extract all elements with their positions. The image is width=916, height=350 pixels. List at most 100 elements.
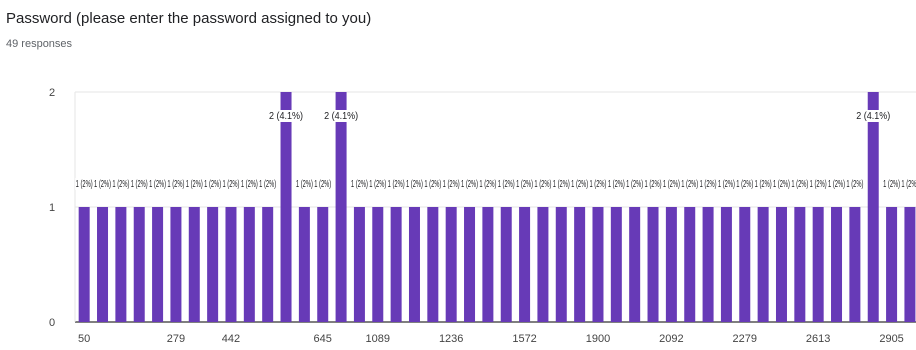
x-tick-label: 1900 bbox=[586, 333, 610, 345]
bar[interactable] bbox=[207, 207, 219, 322]
data-label: 1 (2%) bbox=[680, 178, 699, 190]
bar[interactable] bbox=[629, 207, 641, 322]
bar[interactable] bbox=[555, 207, 567, 322]
bar[interactable] bbox=[665, 207, 677, 322]
bar[interactable] bbox=[757, 207, 769, 322]
data-label: 1 (2%) bbox=[148, 178, 167, 190]
bar[interactable] bbox=[647, 207, 659, 322]
bar[interactable] bbox=[739, 207, 751, 322]
x-tick-label: 645 bbox=[314, 333, 332, 345]
bar[interactable] bbox=[464, 207, 476, 322]
bar[interactable] bbox=[317, 207, 329, 322]
data-label-text: 1 (2%) bbox=[883, 179, 900, 190]
data-label: 1 (2%) bbox=[313, 178, 332, 190]
data-label-background bbox=[240, 178, 259, 190]
bar[interactable] bbox=[298, 207, 310, 322]
bar[interactable] bbox=[812, 207, 824, 322]
bar[interactable] bbox=[592, 207, 604, 322]
bar[interactable] bbox=[849, 207, 861, 322]
data-label-text: 1 (2%) bbox=[663, 179, 680, 190]
bar[interactable] bbox=[78, 207, 90, 322]
data-label-background bbox=[93, 178, 112, 190]
bar[interactable] bbox=[408, 207, 420, 322]
data-label: 1 (2%) bbox=[845, 178, 864, 190]
data-label-background bbox=[478, 178, 497, 190]
bar[interactable] bbox=[280, 92, 292, 322]
y-tick-label: 2 bbox=[49, 87, 55, 99]
data-label: 1 (2%) bbox=[735, 178, 754, 190]
bar[interactable] bbox=[445, 207, 457, 322]
data-label-background bbox=[570, 178, 589, 190]
bar[interactable] bbox=[262, 207, 274, 322]
data-label: 1 (2%) bbox=[662, 178, 681, 190]
bar[interactable] bbox=[335, 92, 347, 322]
data-label-text: 1 (2%) bbox=[498, 179, 515, 190]
data-label-text: 1 (2%) bbox=[351, 179, 368, 190]
data-label-background bbox=[515, 178, 534, 190]
bar[interactable] bbox=[831, 207, 843, 322]
data-label-text: 2 (4.1%) bbox=[856, 111, 890, 122]
bar[interactable] bbox=[886, 207, 898, 322]
data-label-background bbox=[368, 178, 387, 190]
data-label-background bbox=[900, 178, 916, 190]
data-label-background bbox=[772, 178, 791, 190]
data-labels: 1 (2%) 1 (2%) 1 (2%) 1 (2%) 1 (2%) 1 (2%) 1 (2… bbox=[75, 110, 916, 190]
bar[interactable] bbox=[170, 207, 182, 322]
data-label-background bbox=[387, 178, 406, 190]
bar[interactable] bbox=[427, 207, 439, 322]
data-label-background bbox=[644, 178, 663, 190]
bar[interactable] bbox=[574, 207, 586, 322]
data-label-text: 1 (2%) bbox=[773, 179, 790, 190]
x-tick-label: 442 bbox=[222, 333, 240, 345]
data-label-background bbox=[625, 178, 644, 190]
data-label: 1 (2%) bbox=[130, 178, 149, 190]
data-label-text: 1 (2%) bbox=[736, 179, 753, 190]
data-label-background bbox=[552, 178, 571, 190]
bar[interactable] bbox=[115, 207, 127, 322]
data-label-text: 1 (2%) bbox=[94, 179, 111, 190]
data-label-background bbox=[313, 178, 332, 190]
bar[interactable] bbox=[702, 207, 714, 322]
bar[interactable] bbox=[372, 207, 384, 322]
bar[interactable] bbox=[353, 207, 365, 322]
x-tick-label: 2613 bbox=[806, 333, 830, 345]
data-label-background bbox=[203, 178, 222, 190]
data-label-text: 1 (2%) bbox=[755, 179, 772, 190]
data-label-background bbox=[680, 178, 699, 190]
bar[interactable] bbox=[684, 207, 696, 322]
bar[interactable] bbox=[133, 207, 145, 322]
data-label-text: 1 (2%) bbox=[222, 179, 239, 190]
bar[interactable] bbox=[500, 207, 512, 322]
data-label-background bbox=[166, 178, 185, 190]
bars bbox=[78, 92, 916, 322]
data-label: 1 (2%) bbox=[295, 178, 314, 190]
data-label-background bbox=[221, 178, 240, 190]
x-tick-label: 2279 bbox=[733, 333, 757, 345]
bar[interactable] bbox=[243, 207, 255, 322]
bar[interactable] bbox=[225, 207, 237, 322]
bar[interactable] bbox=[794, 207, 806, 322]
bar[interactable] bbox=[482, 207, 494, 322]
data-label-text: 1 (2%) bbox=[846, 179, 863, 190]
data-label-text: 1 (2%) bbox=[112, 179, 129, 190]
data-label-background bbox=[856, 110, 891, 122]
x-tick-label: 279 bbox=[167, 333, 185, 345]
bar[interactable] bbox=[97, 207, 109, 322]
data-label-text: 1 (2%) bbox=[828, 179, 845, 190]
bar[interactable] bbox=[152, 207, 164, 322]
bar[interactable] bbox=[519, 207, 531, 322]
data-label-text: 1 (2%) bbox=[296, 179, 313, 190]
bar[interactable] bbox=[390, 207, 402, 322]
data-label: 1 (2%) bbox=[460, 178, 479, 190]
bar[interactable] bbox=[775, 207, 787, 322]
bar[interactable] bbox=[720, 207, 732, 322]
data-label-background bbox=[185, 178, 204, 190]
bar[interactable] bbox=[867, 92, 879, 322]
y-tick-label: 0 bbox=[49, 317, 55, 329]
bar[interactable] bbox=[610, 207, 622, 322]
bar[interactable] bbox=[188, 207, 200, 322]
data-label-background bbox=[588, 178, 607, 190]
bar[interactable] bbox=[537, 207, 549, 322]
data-label-background bbox=[827, 178, 846, 190]
bar[interactable] bbox=[904, 207, 916, 322]
